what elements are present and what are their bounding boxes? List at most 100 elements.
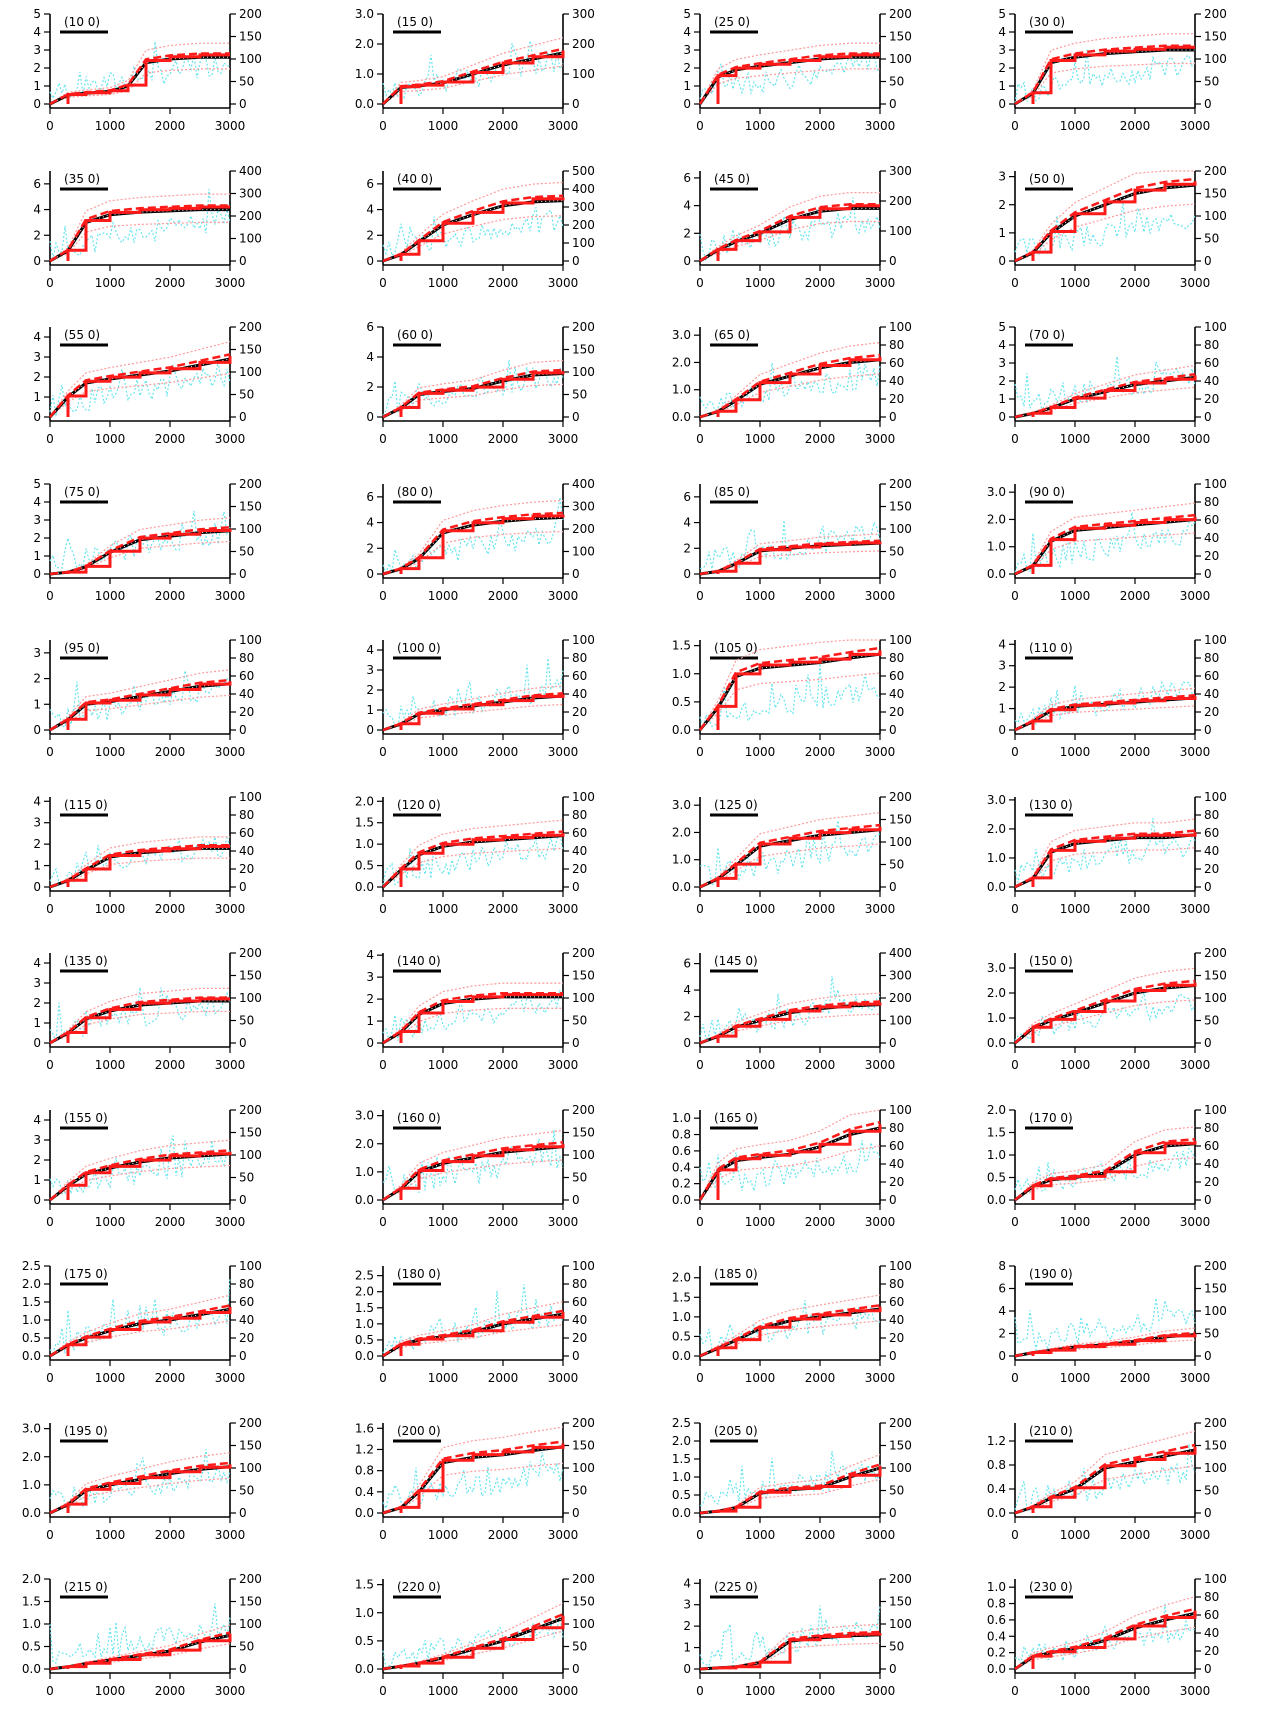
y-tick-label-right: 50	[239, 1640, 254, 1654]
y-tick-label-right: 50	[572, 1170, 587, 1184]
cyan-series-line	[382, 1129, 564, 1197]
y-tick-label-right: 400	[889, 947, 912, 960]
y-tick-label-right: 100	[239, 1617, 262, 1631]
panel-title: (195 0)	[64, 1424, 108, 1438]
x-tick-label: 2000	[805, 1371, 836, 1385]
red-dashed-line	[699, 823, 881, 888]
x-tick-label: 1000	[1060, 1215, 1091, 1229]
y-tick-label-right: 100	[572, 791, 595, 804]
red-bound-line	[49, 987, 230, 1044]
y-tick-label-right: 100	[239, 991, 262, 1005]
y-tick-label-right: 200	[572, 1573, 595, 1586]
red-dashed-line	[1014, 1443, 1196, 1514]
chart-panel: 0.0 0.4 0.8 1.2 1.6 0 50 100 150 200 0 1000 2000 3000…	[335, 1417, 635, 1567]
x-tick-label: 0	[1011, 1528, 1019, 1542]
red-dashed-line	[49, 1148, 231, 1201]
x-tick-label: 2000	[488, 745, 519, 759]
x-tick-label: 1000	[428, 119, 459, 133]
red-solid-line	[399, 196, 565, 261]
chart-panel: 0.0 0.5 1.0 1.5 2.0 0 20 40 60 80 100 0 1000 2000 3000…	[652, 1260, 952, 1410]
x-tick-label: 1000	[745, 1215, 776, 1229]
y-tick-label-left: 1.0	[672, 1111, 691, 1125]
red-bound-line	[49, 694, 231, 731]
red-bound-line	[699, 1453, 881, 1514]
y-tick-label-left: 0	[33, 567, 41, 581]
x-tick-label: 2000	[155, 276, 186, 290]
chart-panel: 0.0 0.2 0.4 0.6 0.8 1.0 0 20 40 60 80 100 0 1000 2000 3…	[652, 1104, 952, 1254]
y-tick-label-left: 1.0	[672, 383, 691, 397]
x-tick-label: 0	[46, 1371, 54, 1385]
y-tick-label-right: 20	[889, 705, 904, 719]
y-tick-label-right: 200	[572, 947, 595, 960]
y-tick-label-left: 0.8	[672, 1127, 691, 1141]
y-tick-label-left: 0.0	[672, 1506, 691, 1520]
y-tick-label-right: 200	[239, 209, 262, 223]
chart-panel: 0 1 2 3 4 5 0 50 100 150 200 0 1000 2000 3000 (25 0)	[652, 8, 952, 158]
x-tick-label: 1000	[1060, 589, 1091, 603]
y-tick-label-right: 150	[572, 1125, 595, 1139]
red-bound-line	[1014, 1156, 1196, 1201]
red-solid-line	[66, 53, 230, 104]
x-tick-label: 2000	[805, 1528, 836, 1542]
y-tick-label-left: 1.0	[987, 850, 1006, 864]
y-tick-label-left: 2	[33, 1153, 41, 1167]
y-tick-label-left: 8	[998, 1260, 1006, 1273]
y-tick-label-left: 0	[998, 410, 1006, 424]
x-tick-label: 3000	[215, 276, 246, 290]
x-tick-label: 3000	[548, 276, 579, 290]
y-tick-label-left: 2.0	[672, 355, 691, 369]
panel-title: (15 0)	[397, 15, 433, 29]
y-tick-label-left: 2	[33, 837, 41, 851]
y-tick-label-right: 200	[1204, 1260, 1227, 1273]
y-tick-label-right: 150	[889, 30, 912, 44]
cyan-series-line	[382, 658, 564, 728]
y-tick-label-right: 100	[239, 1260, 262, 1273]
y-tick-label-right: 80	[889, 651, 904, 665]
red-solid-line	[716, 826, 882, 887]
y-tick-label-right: 80	[239, 651, 254, 665]
y-tick-label-left: 0.2	[672, 1176, 691, 1190]
y-tick-label-right: 0	[1204, 1506, 1212, 1520]
y-tick-label-left: 0.5	[987, 1170, 1006, 1184]
x-tick-label: 0	[379, 1528, 387, 1542]
red-bound-line	[1014, 1430, 1196, 1514]
y-tick-label-left: 4	[683, 983, 691, 997]
y-tick-label-left: 0	[366, 410, 374, 424]
red-bound-line	[382, 359, 564, 418]
chart-panel: 0 2 4 6 0 50 100 150 200 0 1000 2000 3000 (60 0)	[335, 321, 635, 471]
y-tick-label-right: 50	[572, 1640, 587, 1654]
chart-panel: 0.0 0.4 0.8 1.2 0 50 100 150 200 0 1000 2000 3000 (21…	[967, 1417, 1267, 1567]
chart-panel: 0.0 1.0 2.0 3.0 0 20 40 60 80 100 0 1000 2000 3000 (13…	[967, 791, 1267, 941]
y-tick-label-left: 0	[366, 1036, 374, 1050]
red-dashed-line	[699, 202, 880, 262]
y-tick-label-right: 20	[889, 1331, 904, 1345]
red-bound-line	[1014, 1626, 1196, 1670]
y-tick-label-left: 4	[366, 643, 374, 657]
y-tick-label-left: 2	[998, 374, 1006, 388]
x-tick-label: 1000	[95, 432, 126, 446]
x-tick-label: 0	[379, 745, 387, 759]
x-tick-label: 0	[46, 1684, 54, 1698]
x-tick-label: 3000	[1180, 902, 1211, 916]
x-tick-label: 0	[1011, 432, 1019, 446]
chart-panel: 0.0 1.0 2.0 3.0 0 20 40 60 80 100 0 1000 2000 3000 (65…	[652, 321, 952, 471]
y-tick-label-right: 100	[572, 1148, 595, 1162]
red-bound-line	[1014, 502, 1196, 575]
y-tick-label-left: 0.5	[22, 1331, 41, 1345]
red-bound-line	[1014, 202, 1196, 262]
y-tick-label-left: 1.5	[355, 1301, 374, 1315]
y-tick-label-left: 1.0	[355, 1317, 374, 1331]
y-tick-label-left: 0	[33, 410, 41, 424]
y-tick-label-right: 200	[1204, 947, 1227, 960]
y-tick-label-left: 2	[683, 61, 691, 75]
panel-title: (80 0)	[397, 485, 433, 499]
x-tick-label: 3000	[548, 589, 579, 603]
y-tick-label-left: 0.0	[355, 1349, 374, 1363]
y-tick-label-left: 4	[998, 25, 1006, 39]
